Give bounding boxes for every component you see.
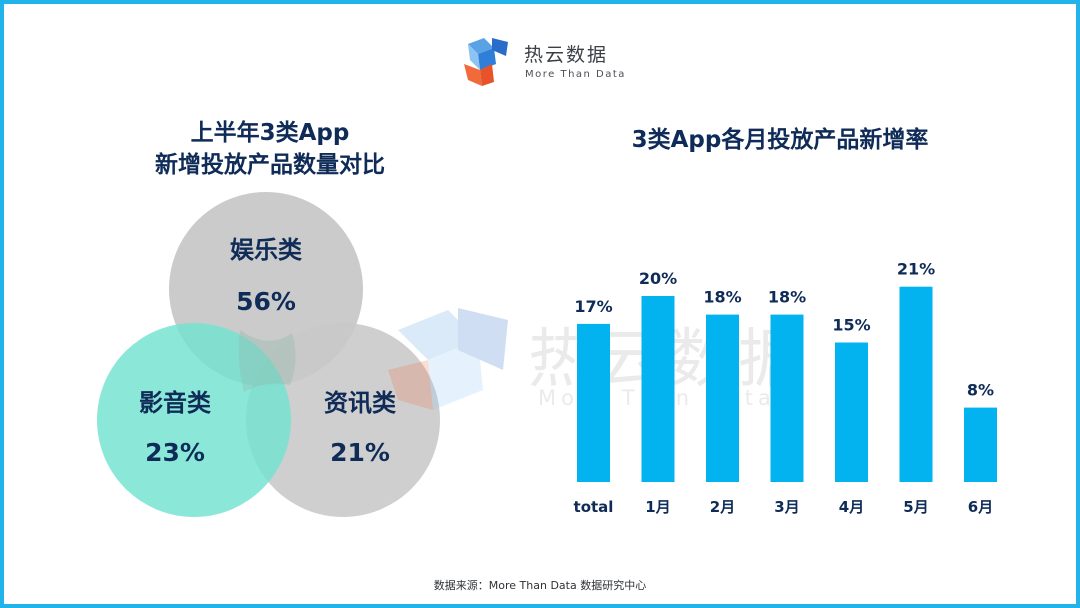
- category-label-4: 4月: [839, 498, 864, 516]
- category-label-3: 3月: [774, 498, 799, 516]
- bar-5: [899, 286, 933, 482]
- category-label-6: 6月: [968, 498, 993, 516]
- bar-value-label-0: 17%: [574, 297, 612, 316]
- bar-value-label-2: 18%: [703, 288, 741, 307]
- venn-overlap: [238, 330, 296, 392]
- bar-1: [641, 296, 675, 482]
- bar-2: [706, 314, 739, 482]
- venn-percent-entertainment: 56%: [236, 287, 296, 316]
- bar-value-label-4: 15%: [832, 316, 870, 335]
- category-label-2: 2月: [710, 498, 735, 516]
- bar-value-label-3: 18%: [768, 288, 806, 307]
- venn-label-entertainment: 娱乐类: [230, 236, 302, 264]
- bar-value-label-1: 20%: [639, 269, 677, 288]
- brand-tagline: More Than Data: [525, 69, 626, 80]
- bar-3: [770, 314, 804, 482]
- category-label-0: total: [574, 498, 614, 516]
- category-label-5: 5月: [903, 498, 928, 516]
- chart-title: 3类App各月投放产品新增率: [631, 127, 929, 153]
- venn-circle-news: [246, 323, 440, 517]
- venn-percent-news: 21%: [330, 438, 390, 467]
- bar-value-label-6: 8%: [967, 381, 994, 400]
- bar-0: [577, 323, 610, 482]
- venn-title-line-2: 新增投放产品数量对比: [155, 152, 385, 178]
- data-source: 数据来源：More Than Data 数据研究中心: [433, 579, 647, 592]
- logo-cube-icon: [464, 38, 508, 86]
- venn-title-line-1: 上半年3类App: [190, 120, 350, 146]
- category-label-1: 1月: [645, 498, 670, 516]
- venn-diagram: [97, 192, 440, 517]
- venn-percent-media: 23%: [145, 438, 205, 467]
- bar-4: [835, 342, 868, 482]
- bar-6: [964, 407, 997, 482]
- venn-label-media: 影音类: [139, 389, 211, 417]
- bar-value-label-5: 21%: [897, 260, 935, 279]
- venn-label-news: 资讯类: [324, 389, 396, 417]
- venn-circle-media: [97, 323, 291, 517]
- venn-title: 上半年3类App 新增投放产品数量对比: [100, 117, 440, 181]
- brand-name: 热云数据: [524, 44, 609, 66]
- brand-logo: 热云数据 More Than Data: [462, 34, 632, 90]
